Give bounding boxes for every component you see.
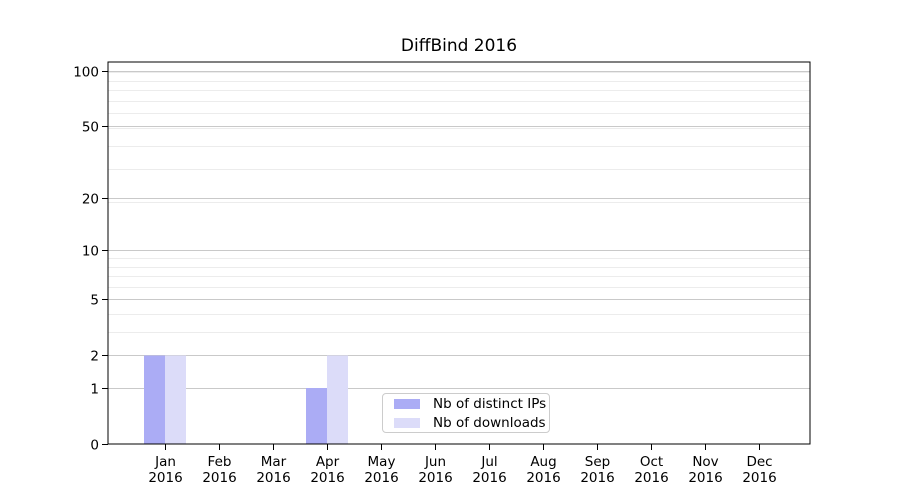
- legend: Nb of distinct IPs Nb of downloads: [382, 393, 550, 433]
- x-tick-label-year: 2016: [580, 470, 614, 486]
- x-tick-label-month: Feb: [208, 454, 232, 470]
- bar-distinct-ips: [306, 388, 327, 444]
- x-tick-label-year: 2016: [418, 470, 452, 486]
- x-tick-label-month: Jul: [480, 454, 497, 470]
- y-tick-label: 1: [90, 382, 99, 398]
- bar-downloads: [327, 355, 348, 444]
- chart-title: DiffBind 2016: [400, 36, 518, 56]
- x-tick-label-month: Dec: [746, 454, 772, 470]
- y-tick-label: 50: [82, 120, 99, 136]
- x-tick-label-month: Jun: [424, 454, 446, 470]
- y-tick-label: 10: [82, 244, 99, 260]
- legend-label-downloads: Nb of downloads: [433, 414, 546, 431]
- y-tick-label: 2: [90, 349, 99, 365]
- x-tick-label-year: 2016: [148, 470, 182, 486]
- x-tick-label-year: 2016: [310, 470, 344, 486]
- x-tick-label-month: Mar: [261, 454, 287, 470]
- y-tick-label: 100: [73, 65, 99, 81]
- x-tick-label-month: Aug: [530, 454, 556, 470]
- x-tick-label-month: Nov: [692, 454, 718, 470]
- bar-downloads: [165, 355, 186, 444]
- y-tick-label: 5: [90, 293, 99, 309]
- y-tick-label: 20: [82, 192, 99, 208]
- x-tick-label-year: 2016: [688, 470, 722, 486]
- legend-swatch-downloads: [394, 417, 420, 428]
- x-tick-label-year: 2016: [202, 470, 236, 486]
- legend-item-downloads: Nb of downloads: [391, 415, 546, 431]
- y-tick-label: 0: [90, 438, 99, 454]
- x-tick-label-year: 2016: [472, 470, 506, 486]
- legend-label-distinct-ips: Nb of distinct IPs: [433, 395, 547, 412]
- x-tick-label-month: Jan: [154, 454, 176, 470]
- x-tick-label-month: May: [368, 454, 396, 470]
- axis-border: [107, 61, 811, 445]
- x-tick-label-month: Sep: [585, 454, 610, 470]
- legend-swatch-distinct-ips: [394, 398, 420, 409]
- legend-item-distinct-ips: Nb of distinct IPs: [391, 396, 546, 412]
- bar-distinct-ips: [144, 355, 165, 444]
- x-tick-label-year: 2016: [256, 470, 290, 486]
- x-tick-label-month: Oct: [640, 454, 663, 470]
- x-tick-label-year: 2016: [742, 470, 776, 486]
- x-tick-label-month: Apr: [316, 454, 340, 470]
- x-tick-label-year: 2016: [634, 470, 668, 486]
- x-tick-label-year: 2016: [526, 470, 560, 486]
- x-tick-label-year: 2016: [364, 470, 398, 486]
